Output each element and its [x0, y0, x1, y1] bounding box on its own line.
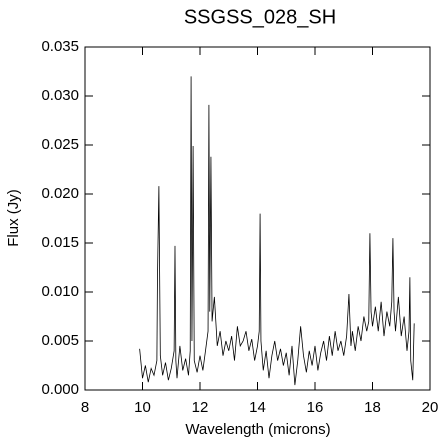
- x-tick-label: 10: [134, 399, 151, 416]
- x-tick-label: 16: [307, 399, 324, 416]
- x-tick-label: 8: [81, 399, 89, 416]
- plot-frame: [84, 46, 431, 391]
- x-tick-label: 18: [364, 399, 381, 416]
- chart-title: SSGSS_028_SH: [184, 6, 336, 28]
- y-tick-label: 0.010: [41, 283, 79, 300]
- spectrum-line: [139, 76, 415, 386]
- x-axis-label: Wavelength (microns): [185, 421, 330, 438]
- x-tick-label: 20: [422, 399, 439, 416]
- y-tick-label: 0.005: [41, 332, 79, 349]
- y-tick-label: 0.000: [41, 381, 79, 398]
- y-tick-label: 0.015: [41, 234, 79, 251]
- y-tick-label: 0.025: [41, 136, 79, 153]
- x-tick-label: 12: [192, 399, 209, 416]
- y-axis-label: Flux (Jy): [5, 189, 22, 247]
- y-tick-label: 0.035: [41, 38, 79, 55]
- y-tick-label: 0.030: [41, 87, 79, 104]
- x-tick-label: 14: [249, 399, 266, 416]
- y-tick-label: 0.020: [41, 185, 79, 202]
